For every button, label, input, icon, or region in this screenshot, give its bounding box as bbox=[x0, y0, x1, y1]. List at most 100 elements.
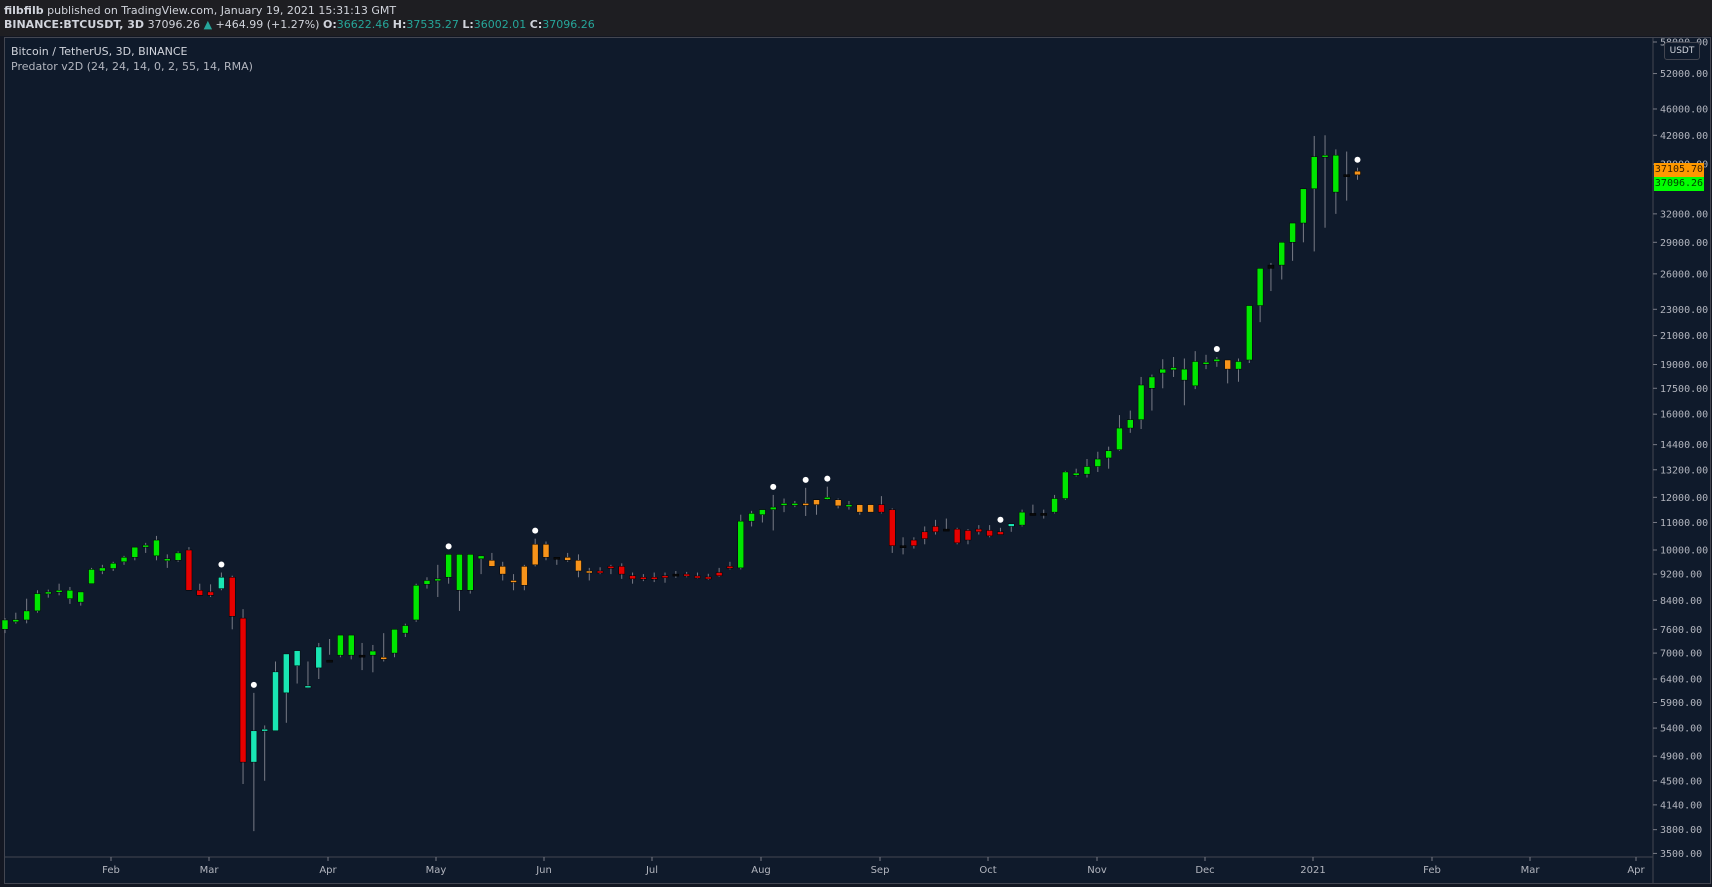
price-tick-label: 4500.00 bbox=[1660, 776, 1702, 787]
candle-body bbox=[521, 566, 528, 586]
candle-body bbox=[986, 530, 993, 537]
candle-body bbox=[683, 573, 690, 577]
candle-body bbox=[250, 730, 258, 763]
candle-body bbox=[553, 557, 561, 560]
candle-body bbox=[1008, 523, 1015, 527]
candle-body bbox=[1289, 222, 1296, 243]
publish-header: filbfilb published on TradingView.com, J… bbox=[0, 0, 1712, 36]
signal-dot-icon bbox=[1354, 156, 1361, 163]
price-tick-label: 7600.00 bbox=[1660, 625, 1702, 636]
candle-body bbox=[1094, 458, 1102, 467]
price-tick-label: 12000.00 bbox=[1660, 493, 1708, 504]
candle-body bbox=[423, 580, 431, 585]
price-tick-label: 8400.00 bbox=[1660, 596, 1702, 607]
candle-body bbox=[66, 590, 74, 599]
candle-body bbox=[174, 552, 182, 561]
candle-body bbox=[304, 685, 312, 689]
candle-body bbox=[153, 539, 160, 557]
candle-body bbox=[834, 499, 842, 507]
arrow-up-icon: ▲ bbox=[203, 18, 213, 31]
candle-body bbox=[120, 557, 128, 563]
candle-body bbox=[434, 578, 442, 582]
high-label: H: bbox=[392, 18, 407, 31]
candle-body bbox=[575, 560, 582, 572]
candle-body bbox=[488, 560, 496, 567]
candle-body bbox=[596, 570, 604, 574]
chart-area[interactable] bbox=[4, 37, 1711, 884]
symbol-info: BINANCE:BTCUSDT, 3D 37096.26 ▲ +464.99 (… bbox=[4, 18, 595, 31]
candle-body bbox=[813, 499, 820, 505]
candle-body bbox=[618, 566, 625, 575]
signal-dot-icon bbox=[218, 561, 225, 568]
close-label: C: bbox=[529, 18, 543, 31]
time-tick-label: Dec bbox=[1195, 865, 1214, 876]
candle-body bbox=[921, 531, 928, 539]
price-label-last: 37096.26 bbox=[1654, 177, 1704, 191]
candle-body bbox=[23, 610, 30, 621]
candle-body bbox=[943, 528, 950, 532]
low-value: 36002.01 bbox=[473, 18, 527, 31]
candle-body bbox=[542, 544, 550, 558]
candle-body bbox=[207, 591, 214, 596]
price-tick-label: 21000.00 bbox=[1660, 331, 1708, 342]
price-tick-label: 3800.00 bbox=[1660, 825, 1702, 836]
price-tick-label: 19000.00 bbox=[1660, 360, 1708, 371]
candle-body bbox=[1083, 466, 1091, 475]
candle-body bbox=[34, 593, 41, 612]
signal-dot-icon bbox=[824, 475, 831, 482]
price-tick-label: 16000.00 bbox=[1660, 410, 1708, 421]
candle-body bbox=[694, 575, 701, 579]
price-tick-label: 32000.00 bbox=[1660, 209, 1708, 220]
chart-legend-title[interactable]: Bitcoin / TetherUS, 3D, BINANCE bbox=[11, 45, 188, 58]
candle-body bbox=[239, 617, 247, 763]
candle-body bbox=[358, 654, 366, 658]
published-text: published on TradingView.com, January 19… bbox=[47, 4, 397, 17]
candle-body bbox=[1191, 361, 1199, 387]
candle-body bbox=[456, 554, 463, 591]
time-tick-label: Sep bbox=[871, 865, 890, 876]
price-tick-label: 29000.00 bbox=[1660, 238, 1708, 249]
price-tick-label: 5900.00 bbox=[1660, 698, 1702, 709]
candle-body bbox=[45, 591, 52, 595]
candle-body bbox=[856, 504, 864, 513]
price-tick-label: 42000.00 bbox=[1660, 131, 1708, 142]
time-tick-label: Jul bbox=[645, 865, 658, 876]
candle-body bbox=[672, 573, 680, 577]
candle-body bbox=[12, 619, 20, 623]
currency-badge[interactable]: USDT bbox=[1664, 42, 1700, 60]
candle-body bbox=[737, 520, 745, 569]
candle-body bbox=[1213, 358, 1221, 362]
candle-body bbox=[748, 513, 755, 522]
symbol-name: BINANCE:BTCUSDT, 3D bbox=[4, 18, 145, 31]
candle-body bbox=[283, 653, 290, 694]
time-tick-label: Apr bbox=[319, 865, 337, 876]
signal-dot-icon bbox=[802, 476, 809, 483]
indicator-legend[interactable]: Predator v2D (24, 24, 14, 0, 2, 55, 14, … bbox=[11, 60, 253, 73]
price-tick-label: 52000.00 bbox=[1660, 69, 1708, 80]
candle-body bbox=[88, 569, 95, 584]
candle-body bbox=[412, 585, 420, 621]
candle-body bbox=[975, 528, 983, 533]
time-tick-label: Apr bbox=[1627, 865, 1645, 876]
time-tick-label: 2021 bbox=[1300, 865, 1325, 876]
time-tick-label: Mar bbox=[200, 865, 220, 876]
candle-body bbox=[1051, 498, 1058, 513]
candle-body bbox=[1224, 359, 1231, 370]
candle-body bbox=[1116, 427, 1123, 450]
candle-body bbox=[1105, 450, 1112, 459]
candle-body bbox=[272, 671, 279, 732]
candle-body bbox=[878, 504, 885, 513]
price-tick-label: 3500.00 bbox=[1660, 849, 1702, 860]
candle-body bbox=[467, 554, 474, 591]
candle-body bbox=[55, 590, 63, 593]
candle-body bbox=[932, 526, 939, 533]
candle-body bbox=[1127, 419, 1134, 429]
author-name[interactable]: filbfilb bbox=[4, 4, 44, 17]
candle-body bbox=[164, 558, 171, 562]
candle-body bbox=[1332, 154, 1340, 193]
candle-body bbox=[845, 504, 853, 507]
candle-body bbox=[131, 546, 139, 558]
candle-body bbox=[1267, 264, 1275, 269]
candle-body bbox=[1300, 188, 1307, 224]
